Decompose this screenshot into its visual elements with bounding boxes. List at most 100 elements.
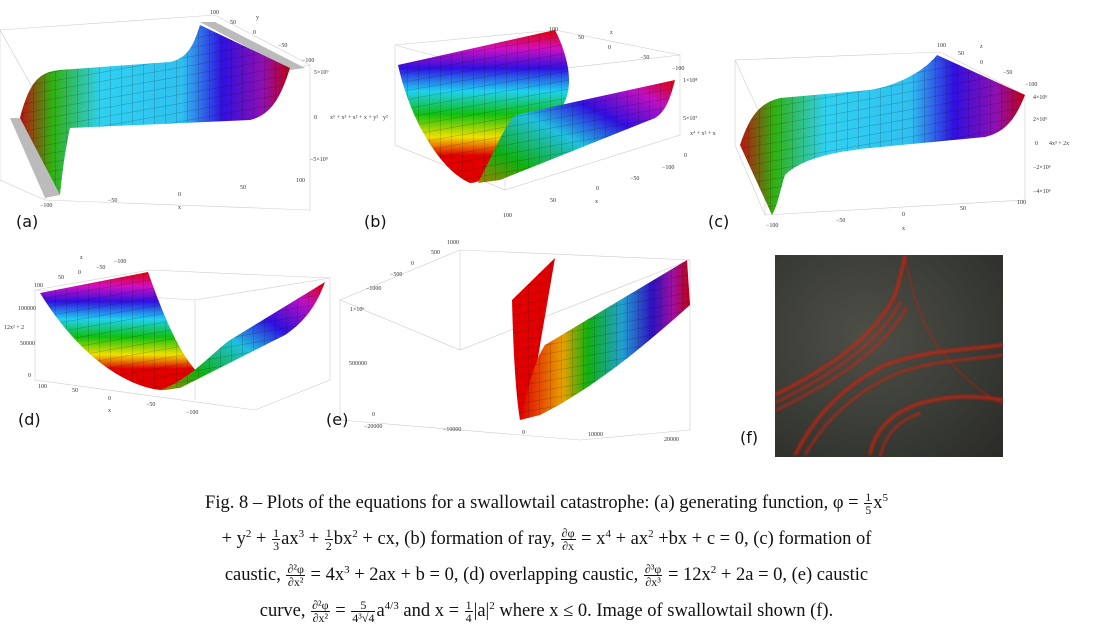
caption-superscript: 2: [245, 528, 252, 540]
caption-text: + y: [221, 529, 246, 550]
tick: 100: [503, 213, 512, 219]
caption-superscript: 2: [352, 528, 358, 540]
fraction-numerator: ∂²φ: [311, 598, 330, 613]
tick: −50: [278, 43, 288, 49]
tick: −100: [186, 410, 199, 416]
panel-label-d: (d): [18, 410, 41, 429]
caption-fraction: ∂φ ∂x: [560, 526, 576, 552]
caption-text: = 4x: [305, 565, 345, 586]
tick: 0: [314, 115, 317, 121]
tick: 500: [431, 250, 440, 256]
caption-text: + 2ax + b = 0, (d) overlapping caustic,: [349, 565, 643, 586]
caption-text: x: [873, 493, 883, 514]
tick: −50: [96, 265, 106, 271]
axis-label: y: [256, 15, 259, 21]
caption-fraction: ∂²φ ∂x²: [286, 563, 305, 588]
caustic-lines: [775, 255, 1003, 457]
tick: −20000: [364, 424, 383, 430]
tick: 4×10⁶: [1033, 95, 1048, 101]
axis-label: x: [902, 226, 905, 232]
caption-text: +bx + c = 0, (c) formation of: [653, 529, 872, 550]
fraction-denominator: 2: [325, 539, 332, 554]
tick: −100: [1025, 82, 1038, 88]
tick: −50: [630, 176, 640, 182]
tick: 0: [28, 373, 31, 379]
tick: −1000: [366, 286, 382, 292]
tick: 5×10⁹: [314, 70, 329, 76]
tick: 0: [980, 60, 983, 66]
z-axis-label: x⁵ + x³ + x² + x + y²: [330, 115, 379, 121]
fraction-numerator: ∂³φ: [643, 562, 663, 577]
tick: 100: [38, 384, 47, 390]
z-axis-label: x⁴ + x² + x: [690, 131, 716, 137]
tick: 0: [411, 261, 414, 267]
tick: 100: [549, 27, 558, 33]
tick: 0: [596, 186, 599, 192]
caption-text: =: [330, 601, 351, 622]
fraction-numerator: 1: [864, 490, 873, 505]
caption-line: Fig. 8 – Plots of the equations for a sw…: [0, 480, 1093, 516]
tick: 0: [78, 270, 81, 276]
panel-label-f: (f): [740, 428, 759, 447]
caption-text: curve,: [259, 601, 311, 622]
tick: 50: [960, 206, 966, 212]
panel-label-a: (a): [16, 212, 39, 231]
tick: 100: [210, 10, 219, 16]
caption-fraction: 5 4³√4: [351, 599, 376, 626]
caption-text: + cx, (b) formation of ray,: [357, 529, 560, 550]
tick: 50: [550, 198, 556, 204]
caption-text: + 2a = 0, (e) caustic: [716, 565, 869, 586]
caption-text: = 12x: [663, 565, 711, 586]
tick: −100: [766, 223, 779, 229]
caption-superscript: 3: [298, 528, 305, 540]
axis-label: z: [80, 255, 83, 261]
caption-text: +: [251, 529, 272, 550]
tick: −100: [662, 165, 675, 171]
tick: 0: [178, 192, 181, 198]
tick: −100: [114, 259, 127, 265]
caption-superscript: 2: [648, 528, 654, 540]
tick: −50: [1003, 70, 1013, 76]
panel-a-grid: [20, 25, 290, 195]
panel-e-grid: [512, 258, 555, 420]
z-axis-label: 4x³ + 2x: [1049, 141, 1070, 147]
caption-text: a: [376, 601, 385, 622]
caption-text: = x: [576, 529, 606, 550]
fraction-numerator: ∂φ: [560, 526, 576, 541]
tick: 50: [578, 35, 584, 41]
panel-c-grid: [740, 55, 1025, 215]
caption-text: +: [304, 529, 324, 550]
tick: 50: [230, 20, 236, 26]
fraction-denominator: 3: [273, 539, 280, 554]
caption-text: where x ≤ 0. Image of swallowtail shown …: [494, 601, 834, 622]
axis-label: z: [610, 30, 613, 36]
tick: −5×10⁹: [310, 157, 328, 163]
tick: 50: [240, 185, 246, 191]
caption-fraction: ∂²φ ∂x²: [311, 598, 330, 624]
panel-label-e: (e): [326, 410, 349, 429]
fraction-denominator: 4³√4: [352, 611, 375, 626]
tick: 0: [372, 412, 375, 418]
caption-text: |a|: [473, 601, 490, 622]
tick: 5×10⁷: [683, 116, 698, 122]
fraction-denominator: 5: [865, 503, 872, 518]
tick: 50: [72, 388, 78, 394]
tick: −50: [146, 402, 156, 408]
tick: 100: [34, 283, 43, 289]
tick: −100: [672, 66, 685, 72]
caption-superscript: 4/3: [384, 600, 399, 612]
tick: 0: [902, 212, 905, 218]
caption-superscript: 3: [344, 564, 350, 576]
axis-label: x: [595, 199, 598, 205]
tick: 50: [58, 275, 64, 281]
panel-d-grid: [40, 272, 200, 390]
tick: 0: [1035, 141, 1038, 147]
panel-b-grid: [478, 80, 675, 183]
caption-superscript: 2: [489, 600, 495, 612]
tick: 1×10⁶: [350, 307, 365, 313]
caption-superscript: 4: [605, 528, 611, 540]
tick: 100: [296, 178, 305, 184]
panel-label-c: (c): [708, 212, 730, 231]
